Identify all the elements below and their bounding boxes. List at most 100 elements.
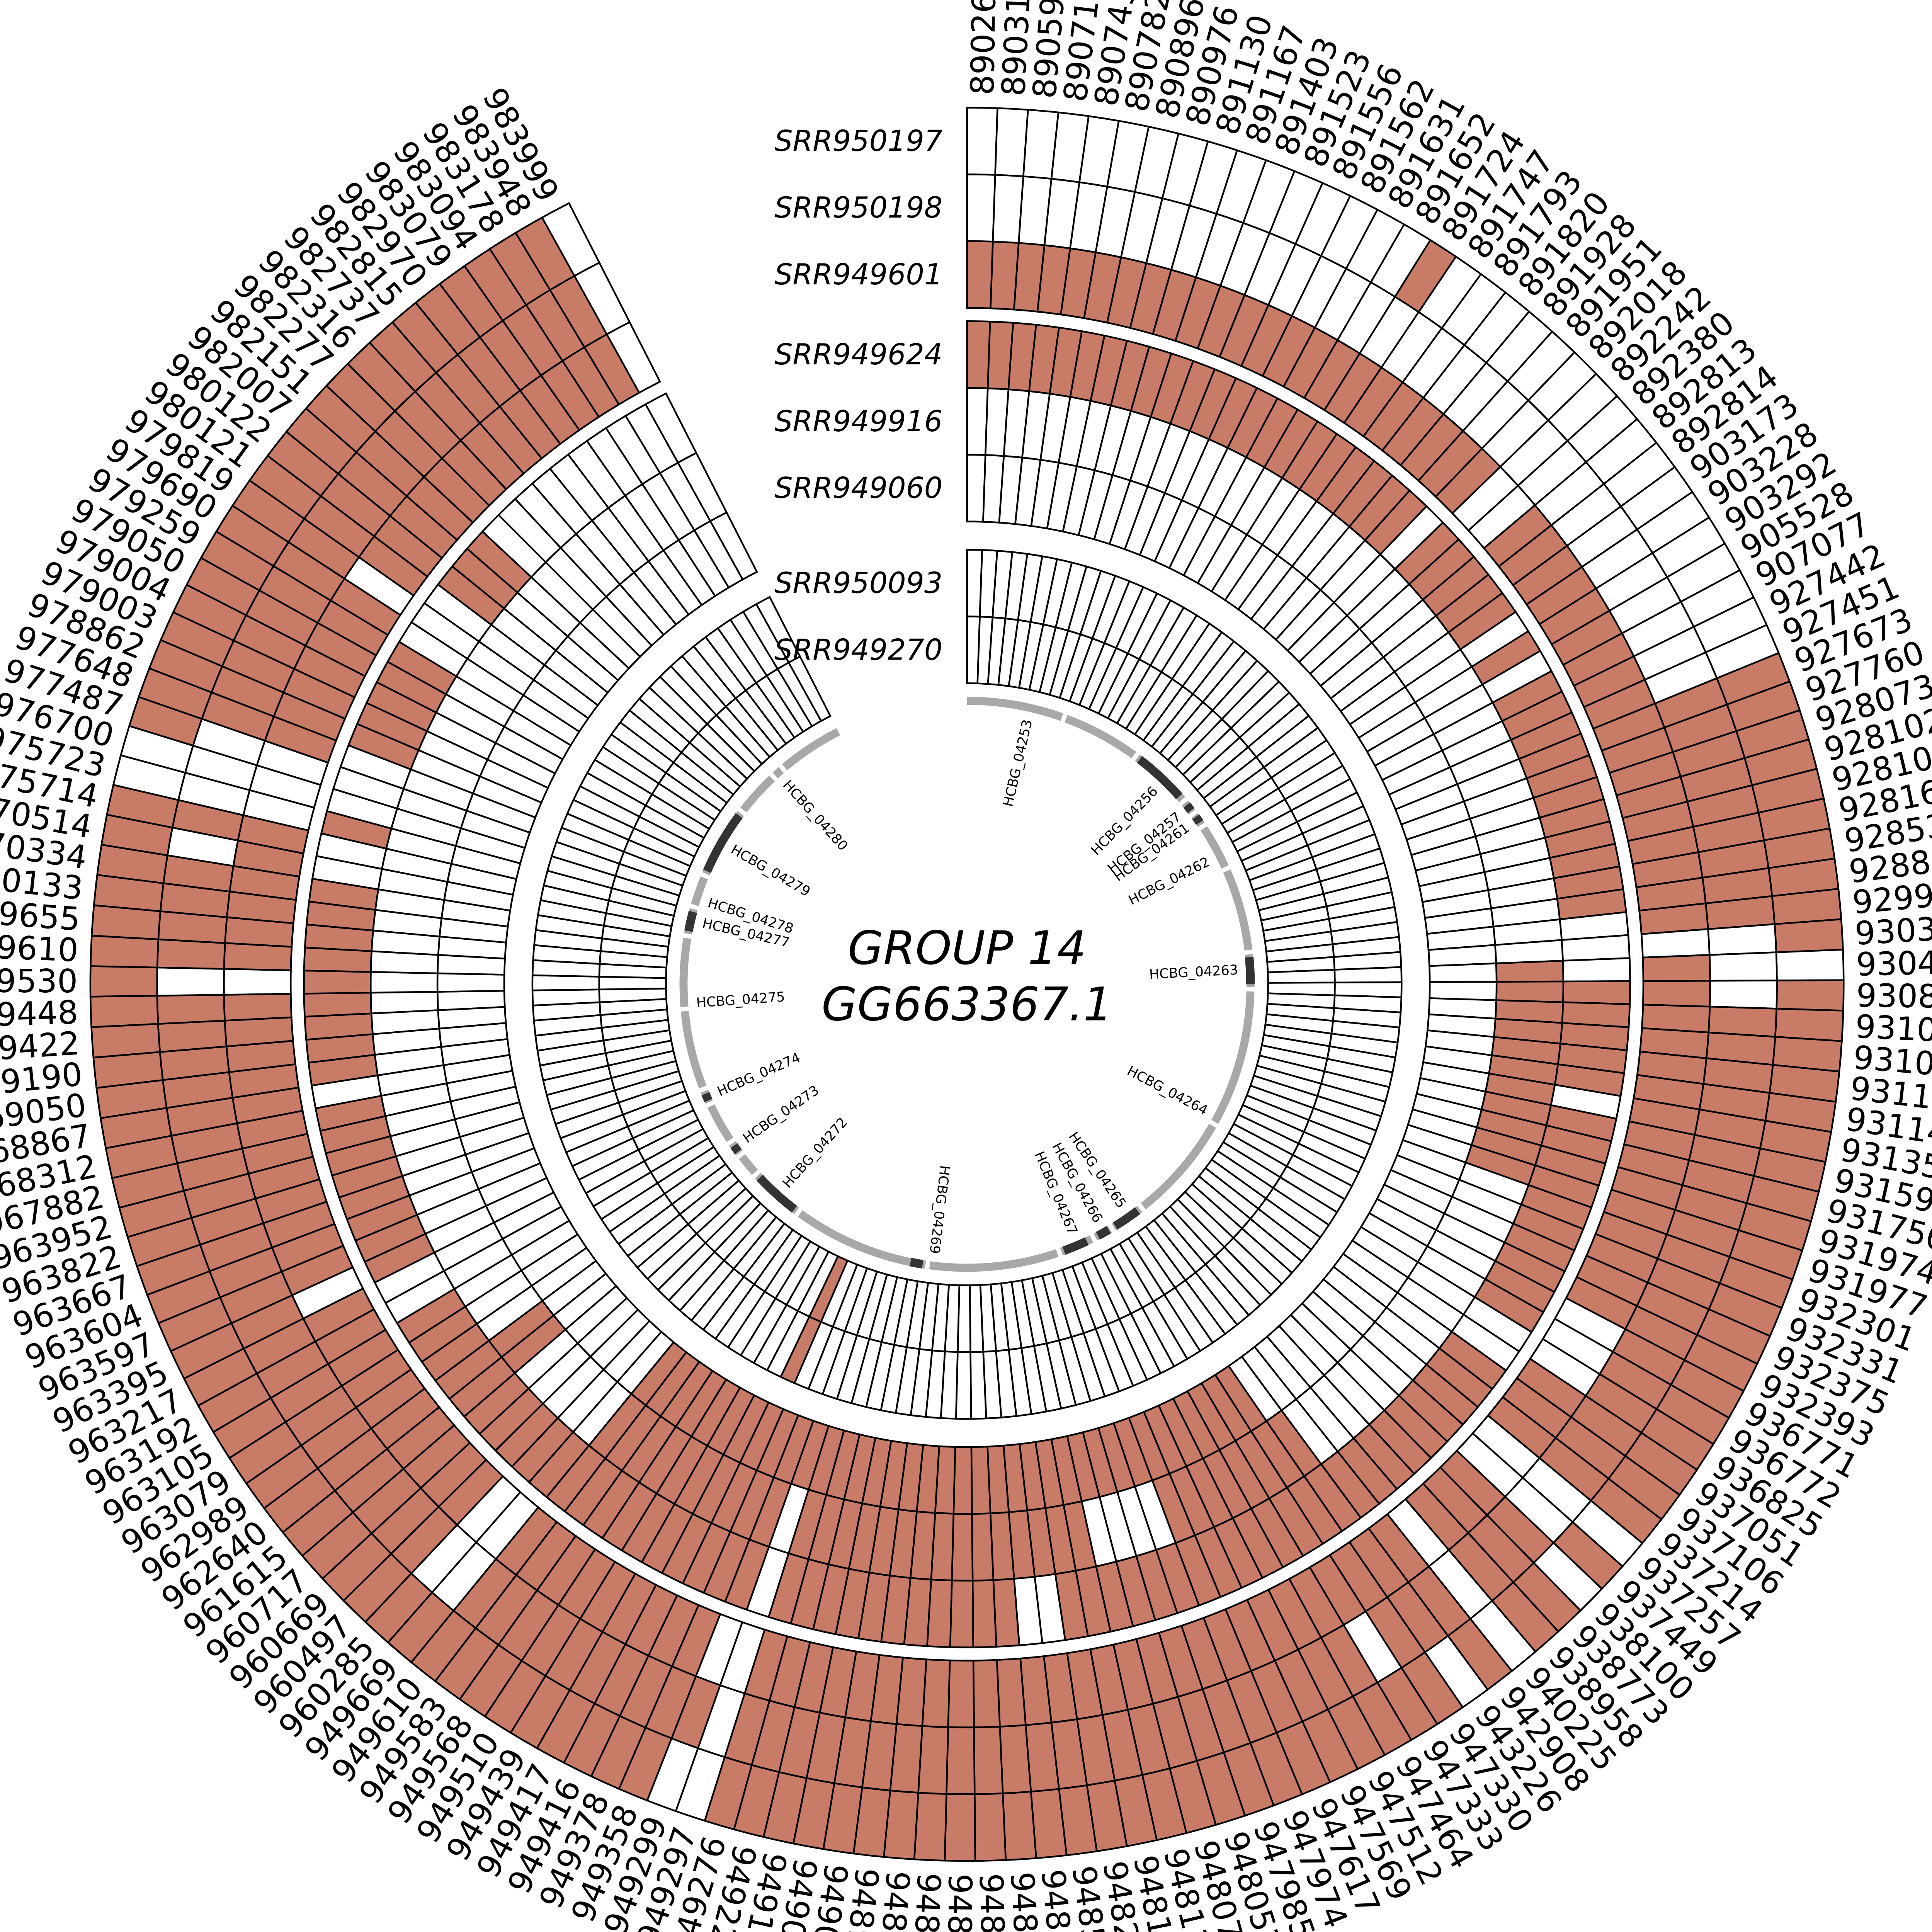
heatmap-cell: [304, 1012, 374, 1041]
gene-label: HCBG_04274: [715, 1050, 803, 1099]
heatmap-cell: [994, 107, 1029, 177]
heatmap-cell: [1642, 980, 1711, 1008]
heatmap-cell: [1562, 980, 1631, 1005]
gene-track-gap: [736, 806, 748, 817]
heatmap-cell: [1771, 888, 1842, 925]
gene-track-dark-segment: [701, 1092, 713, 1102]
gene-track-gap: [699, 871, 711, 880]
heatmap-cell: [966, 173, 996, 243]
gene-track-dark-segment: [1192, 814, 1204, 825]
heatmap-cell: [944, 1793, 976, 1862]
heatmap-cell: [970, 1446, 992, 1515]
heatmap-cell: [1429, 981, 1498, 1001]
gene-track-dark-segment: [756, 1175, 797, 1213]
ring-label: SRR949270: [774, 633, 942, 667]
heatmap-cell: [972, 1659, 1001, 1728]
heatmap-cell: [370, 971, 439, 994]
heatmap-cell: [952, 1446, 973, 1515]
heatmap-cell: [966, 240, 994, 310]
column-label: 890313: [995, 0, 1038, 97]
column-label: 930440: [1855, 943, 1932, 983]
gene-track-dark-segment: [1183, 802, 1195, 813]
ring-label: SRR949060: [774, 471, 942, 505]
gene-label: HCBG_04263: [1149, 963, 1238, 983]
heatmap-cell: [223, 942, 293, 971]
heatmap-cell: [1002, 1791, 1037, 1861]
heatmap-cell: [787, 655, 832, 722]
heatmap-cell: [157, 1019, 228, 1053]
heatmap-cell: [436, 972, 505, 993]
heatmap-cell: [1775, 949, 1845, 981]
gene-track-dark-segment: [703, 813, 743, 873]
column-label: 948734: [905, 1872, 948, 1932]
gene-track-gap: [725, 1137, 737, 1146]
heatmap-cell: [1642, 954, 1711, 982]
column-label: 969422: [0, 1024, 81, 1070]
heatmap-cell: [531, 974, 600, 992]
heatmap-cell: [951, 1513, 974, 1582]
heatmap-cell: [90, 935, 160, 969]
heatmap-cell: [224, 1016, 294, 1048]
heatmap-cell: [1429, 962, 1498, 983]
column-label: 969655: [0, 892, 82, 938]
heatmap-cell: [917, 1725, 949, 1795]
heatmap-cell: [1561, 934, 1631, 962]
heatmap-cell: [966, 107, 998, 176]
heatmap-cell: [598, 988, 667, 1003]
ring-label: SRR950197: [774, 124, 942, 158]
gene-label: HCBG_04279: [728, 842, 813, 900]
heatmap-cell: [223, 968, 292, 996]
gene-track-gap: [689, 903, 700, 911]
heatmap-cell: [1495, 980, 1565, 1003]
column-label: 969610: [0, 927, 79, 969]
heatmap-cell: [971, 1512, 995, 1582]
ring-label: SRR950093: [774, 566, 942, 600]
gene-track-gap: [768, 771, 779, 782]
gene-track-gap: [1208, 1119, 1219, 1129]
gene-track-gap: [1243, 949, 1254, 955]
column-label: 969530: [0, 962, 78, 1000]
heatmap-cell: [973, 1726, 1004, 1795]
heatmap-cell: [223, 993, 293, 1022]
heatmap-cell: [971, 1579, 997, 1648]
heatmap-cell: [1494, 939, 1564, 964]
heatmap-cell: [709, 511, 758, 581]
heatmap-cell: [605, 321, 661, 394]
column-label: 930332: [1854, 908, 1932, 952]
gene-label: HCBG_04264: [1124, 1063, 1210, 1118]
heatmap-cell: [974, 1792, 1007, 1862]
heatmap-cell: [1495, 960, 1565, 983]
gene-track-gap: [1060, 712, 1068, 724]
heatmap-cell: [913, 1792, 947, 1862]
gene-track-dark-segment: [1113, 1207, 1140, 1230]
heatmap-cell: [1774, 918, 1844, 953]
heatmap-cell: [156, 938, 226, 970]
gene-track-gap: [1136, 1202, 1147, 1213]
gene-track-gap: [698, 1085, 709, 1093]
heatmap-cell: [531, 988, 601, 1007]
heatmap-cell: [1640, 928, 1711, 959]
heatmap-cell: [1708, 951, 1778, 982]
gene-label: HCBG_04275: [696, 989, 786, 1011]
ring-label: SRR949916: [774, 405, 942, 438]
heatmap-cell: [90, 1023, 161, 1059]
gene-track-gap: [1089, 1232, 1098, 1244]
gene-track-gap: [1197, 821, 1208, 832]
gene-track-gap: [735, 1150, 746, 1160]
heatmap-cell: [1709, 980, 1778, 1010]
gene-track-dark-segment: [1096, 1226, 1111, 1240]
chart-title-line2: GG663367.1: [821, 978, 1112, 1031]
gene-track-gap: [751, 1169, 762, 1179]
gene-track-dark-segment: [1245, 956, 1255, 985]
heatmap-cell: [992, 1578, 1020, 1648]
heatmap-cell: [969, 1284, 985, 1353]
gene-track-gap: [704, 1100, 716, 1109]
gene-track-gap: [682, 933, 693, 939]
column-label: 948689: [972, 1873, 1013, 1932]
gene-label: HCBG_04273: [740, 1083, 822, 1146]
heatmap-cell: [1774, 1008, 1844, 1042]
heatmap-cell: [969, 1350, 987, 1420]
